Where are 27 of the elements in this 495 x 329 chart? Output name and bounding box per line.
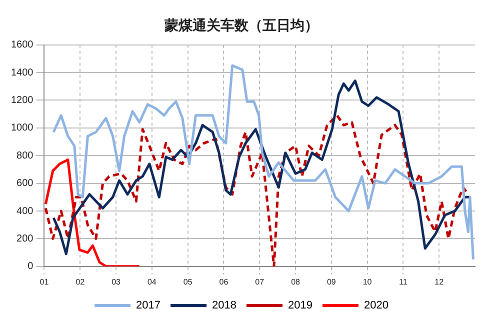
x-tick-label: 04 [147, 277, 157, 286]
x-tick-label: 07 [255, 277, 265, 286]
y-tick-label: 1200 [10, 94, 34, 106]
x-tick-label: 05 [183, 277, 193, 286]
x-tick-label: 10 [362, 277, 372, 286]
y-tick-label: 800 [16, 150, 34, 162]
legend-label: 2020 [364, 300, 388, 312]
legend-label: 2018 [212, 300, 237, 312]
chart-title: 蒙煤通关车数（五日均） [164, 17, 318, 34]
y-tick-label: 400 [16, 206, 34, 217]
y-tick-label: 1400 [10, 67, 34, 78]
y-tick-label: 0 [28, 261, 34, 272]
x-tick-label: 01 [40, 277, 50, 286]
line-series [44, 114, 470, 266]
y-tick-label: 1000 [10, 122, 34, 134]
y-tick-label: 200 [16, 233, 34, 244]
x-tick-label: 12 [434, 277, 444, 286]
legend-label: 2017 [136, 300, 161, 312]
x-tick-label: 02 [76, 277, 86, 286]
x-tick-label: 11 [399, 277, 408, 286]
y-tick-label: 1600 [10, 40, 34, 51]
x-tick-label: 06 [219, 277, 229, 286]
legend-label: 2019 [288, 300, 312, 312]
x-tick-label: 08 [291, 277, 301, 286]
x-tick-label: 09 [326, 277, 336, 286]
y-tick-label: 600 [16, 178, 34, 190]
x-tick-label: 03 [112, 277, 122, 286]
